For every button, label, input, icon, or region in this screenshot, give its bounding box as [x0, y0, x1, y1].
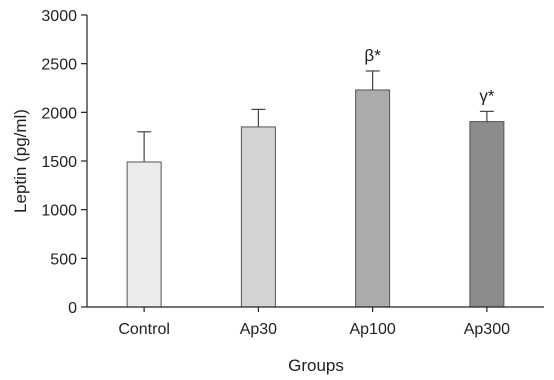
y-tick-label: 3000: [41, 8, 77, 25]
significance-label: β*: [364, 46, 381, 65]
significance-label: γ*: [479, 86, 495, 105]
x-tick-label: Ap100: [349, 321, 395, 338]
x-tick-label: Control: [118, 321, 170, 338]
bar: [126, 161, 162, 308]
y-tick-label: 500: [50, 251, 77, 268]
y-tick-label: 1000: [41, 203, 77, 220]
x-tick-label: Ap30: [240, 321, 277, 338]
x-tick-label: Ap300: [464, 321, 510, 338]
y-tick-label: 1500: [41, 154, 77, 171]
y-tick-label: 2500: [41, 57, 77, 74]
y-tick-label: 0: [68, 300, 77, 317]
error-bars-group: [137, 70, 494, 162]
bar: [355, 89, 391, 308]
y-axis-title: Leptin (pg/ml): [11, 109, 30, 213]
y-axis-ticks: 0 500 1000 1500 2000 2500 3000: [41, 8, 87, 317]
annotations-group: β* γ*: [364, 46, 494, 105]
bar: [240, 126, 276, 308]
bars-group: [126, 89, 505, 308]
x-axis-title: Groups: [288, 356, 344, 375]
y-tick-label: 2000: [41, 105, 77, 122]
bar: [469, 121, 505, 308]
x-axis-ticks: Control Ap30 Ap100 Ap300: [118, 307, 510, 338]
